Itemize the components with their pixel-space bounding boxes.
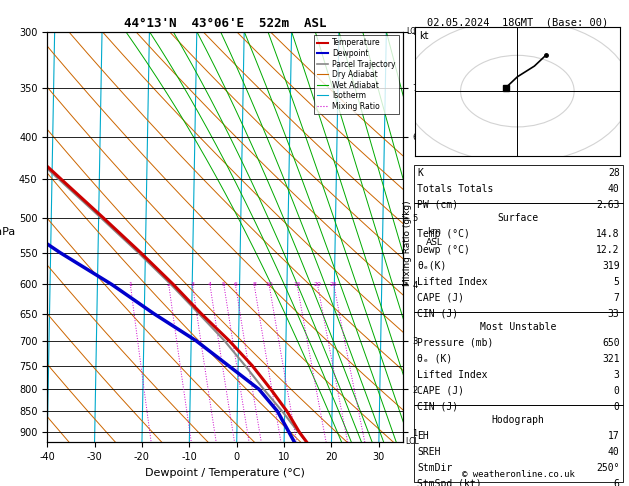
Text: 2.63: 2.63 xyxy=(596,200,620,210)
Text: θₑ (K): θₑ (K) xyxy=(417,354,452,364)
Text: Most Unstable: Most Unstable xyxy=(480,322,557,331)
Text: LCL: LCL xyxy=(406,27,420,36)
Text: 20: 20 xyxy=(314,282,321,287)
Text: EH: EH xyxy=(417,431,429,441)
Text: Surface: Surface xyxy=(498,212,539,223)
Text: 28: 28 xyxy=(608,168,620,178)
Text: 6: 6 xyxy=(233,282,237,287)
Text: 40: 40 xyxy=(608,447,620,457)
Text: 321: 321 xyxy=(602,354,620,364)
Text: CAPE (J): CAPE (J) xyxy=(417,386,464,396)
Text: 12.2: 12.2 xyxy=(596,244,620,255)
Text: K: K xyxy=(417,168,423,178)
Legend: Temperature, Dewpoint, Parcel Trajectory, Dry Adiabat, Wet Adiabat, Isotherm, Mi: Temperature, Dewpoint, Parcel Trajectory… xyxy=(314,35,399,114)
Y-axis label: km
ASL: km ASL xyxy=(426,227,443,246)
Text: Pressure (mb): Pressure (mb) xyxy=(417,338,493,347)
Text: 2: 2 xyxy=(167,282,170,287)
Text: StmSpd (kt): StmSpd (kt) xyxy=(417,479,482,486)
Text: 14.8: 14.8 xyxy=(596,228,620,239)
Text: Lifted Index: Lifted Index xyxy=(417,277,487,287)
Text: 3: 3 xyxy=(614,370,620,380)
Text: 0: 0 xyxy=(614,386,620,396)
Text: © weatheronline.co.uk: © weatheronline.co.uk xyxy=(462,469,575,479)
Text: 1: 1 xyxy=(128,282,132,287)
Text: 650: 650 xyxy=(602,338,620,347)
Text: Totals Totals: Totals Totals xyxy=(417,184,493,194)
Text: Mixing Ratio (g/kg): Mixing Ratio (g/kg) xyxy=(403,200,412,286)
Text: 5: 5 xyxy=(222,282,226,287)
Text: 3: 3 xyxy=(191,282,194,287)
Text: 250°: 250° xyxy=(596,463,620,473)
Text: 0: 0 xyxy=(614,402,620,412)
Text: 02.05.2024  18GMT  (Base: 00): 02.05.2024 18GMT (Base: 00) xyxy=(426,17,608,27)
Text: CIN (J): CIN (J) xyxy=(417,309,458,319)
Text: Hodograph: Hodograph xyxy=(492,415,545,425)
Text: StmDir: StmDir xyxy=(417,463,452,473)
Text: 8: 8 xyxy=(252,282,256,287)
Text: 33: 33 xyxy=(608,309,620,319)
Text: Lifted Index: Lifted Index xyxy=(417,370,487,380)
Text: 4: 4 xyxy=(208,282,212,287)
Text: LCL: LCL xyxy=(405,437,419,446)
Text: θₑ(K): θₑ(K) xyxy=(417,260,447,271)
Text: 5: 5 xyxy=(614,277,620,287)
Text: kt: kt xyxy=(420,31,429,41)
Text: 25: 25 xyxy=(330,282,338,287)
Text: 15: 15 xyxy=(293,282,301,287)
Text: 17: 17 xyxy=(608,431,620,441)
Text: CIN (J): CIN (J) xyxy=(417,402,458,412)
X-axis label: Dewpoint / Temperature (°C): Dewpoint / Temperature (°C) xyxy=(145,468,305,478)
Text: PW (cm): PW (cm) xyxy=(417,200,458,210)
Text: 319: 319 xyxy=(602,260,620,271)
Text: 10: 10 xyxy=(265,282,273,287)
Title: 44°13'N  43°06'E  522m  ASL: 44°13'N 43°06'E 522m ASL xyxy=(124,17,326,31)
Text: 40: 40 xyxy=(608,184,620,194)
Text: 6: 6 xyxy=(614,479,620,486)
Text: SREH: SREH xyxy=(417,447,440,457)
Y-axis label: hPa: hPa xyxy=(0,227,15,237)
Text: 7: 7 xyxy=(614,293,620,303)
Text: CAPE (J): CAPE (J) xyxy=(417,293,464,303)
Text: Temp (°C): Temp (°C) xyxy=(417,228,470,239)
Text: Dewp (°C): Dewp (°C) xyxy=(417,244,470,255)
